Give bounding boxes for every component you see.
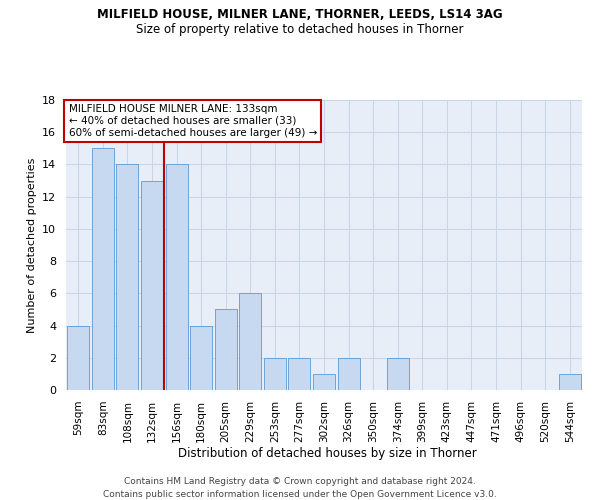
Bar (116, 164, 139, 390)
Text: MILFIELD HOUSE MILNER LANE: 133sqm
← 40% of detached houses are smaller (33)
60%: MILFIELD HOUSE MILNER LANE: 133sqm ← 40%… (68, 104, 317, 138)
Text: Distribution of detached houses by size in Thorner: Distribution of detached houses by size … (178, 448, 476, 460)
Bar (289, 358, 310, 390)
Bar (92, 148, 114, 390)
Bar (215, 310, 237, 390)
Bar (313, 374, 335, 390)
Text: Size of property relative to detached houses in Thorner: Size of property relative to detached ho… (136, 22, 464, 36)
Bar (386, 358, 409, 390)
Bar (559, 374, 581, 390)
Bar (166, 164, 188, 390)
Bar (67, 326, 89, 390)
Text: MILFIELD HOUSE, MILNER LANE, THORNER, LEEDS, LS14 3AG: MILFIELD HOUSE, MILNER LANE, THORNER, LE… (97, 8, 503, 20)
Y-axis label: Number of detached properties: Number of detached properties (26, 158, 37, 332)
Bar (141, 180, 163, 390)
Bar (190, 326, 212, 390)
Text: Contains public sector information licensed under the Open Government Licence v3: Contains public sector information licen… (103, 490, 497, 499)
Bar (239, 294, 262, 390)
Bar (338, 358, 359, 390)
Bar (264, 358, 286, 390)
Text: Contains HM Land Registry data © Crown copyright and database right 2024.: Contains HM Land Registry data © Crown c… (124, 478, 476, 486)
